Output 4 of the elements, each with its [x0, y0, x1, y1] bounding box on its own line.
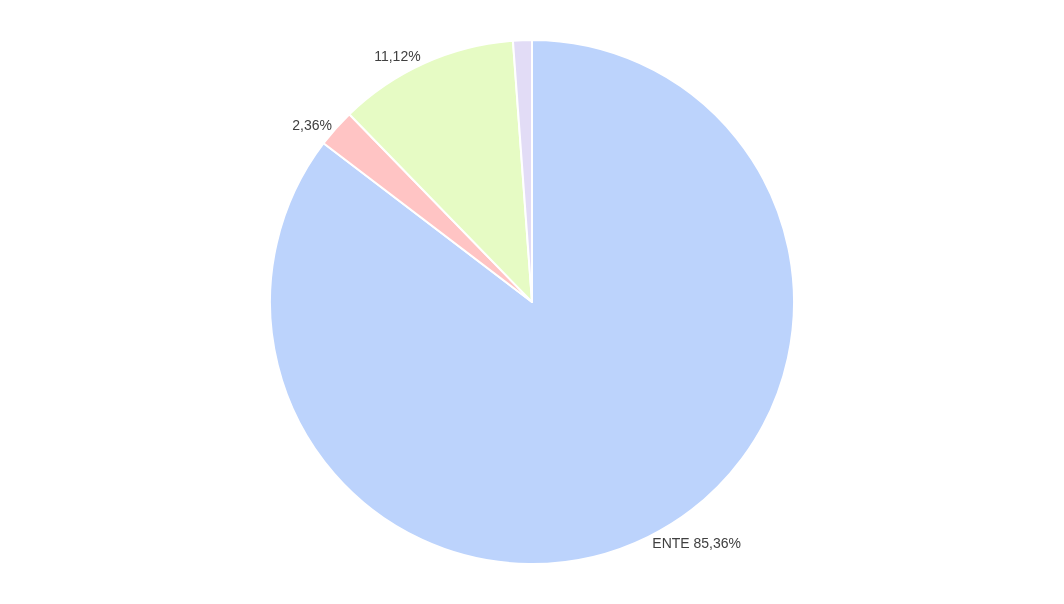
data-label: 2,36% [292, 116, 332, 133]
data-label: 11,12% [374, 48, 421, 65]
slice-label: ENTE 85,36% [652, 535, 742, 552]
pie-slice [269, 39, 795, 565]
